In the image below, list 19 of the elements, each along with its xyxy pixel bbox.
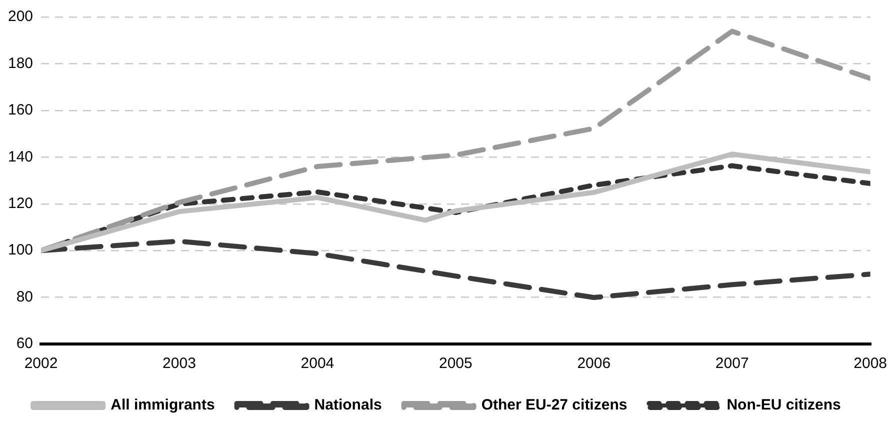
y-tick-label: 60 (16, 335, 34, 352)
x-tick-label: 2007 (715, 355, 749, 372)
y-tick-label: 80 (16, 288, 34, 306)
legend-label: Non-EU citizens (726, 396, 841, 414)
y-tick-label: 100 (8, 242, 34, 259)
x-tick-label: 2006 (577, 355, 611, 372)
x-tick-label: 2004 (300, 355, 334, 372)
x-tick-label: 2002 (24, 355, 58, 372)
x-tick-label: 2005 (438, 355, 472, 372)
y-tick-label: 180 (8, 54, 34, 72)
x-tick-label: 2008 (854, 355, 888, 372)
y-tick-label: 120 (8, 195, 34, 212)
legend-label: Other EU-27 citizens (481, 396, 628, 414)
y-tick-label: 160 (8, 102, 34, 119)
legend-label: Nationals (314, 396, 382, 414)
y-tick-label: 200 (8, 8, 34, 26)
legend-label: All immigrants (110, 396, 215, 414)
y-tick-label: 140 (8, 148, 34, 166)
x-tick-label: 2003 (162, 355, 196, 372)
